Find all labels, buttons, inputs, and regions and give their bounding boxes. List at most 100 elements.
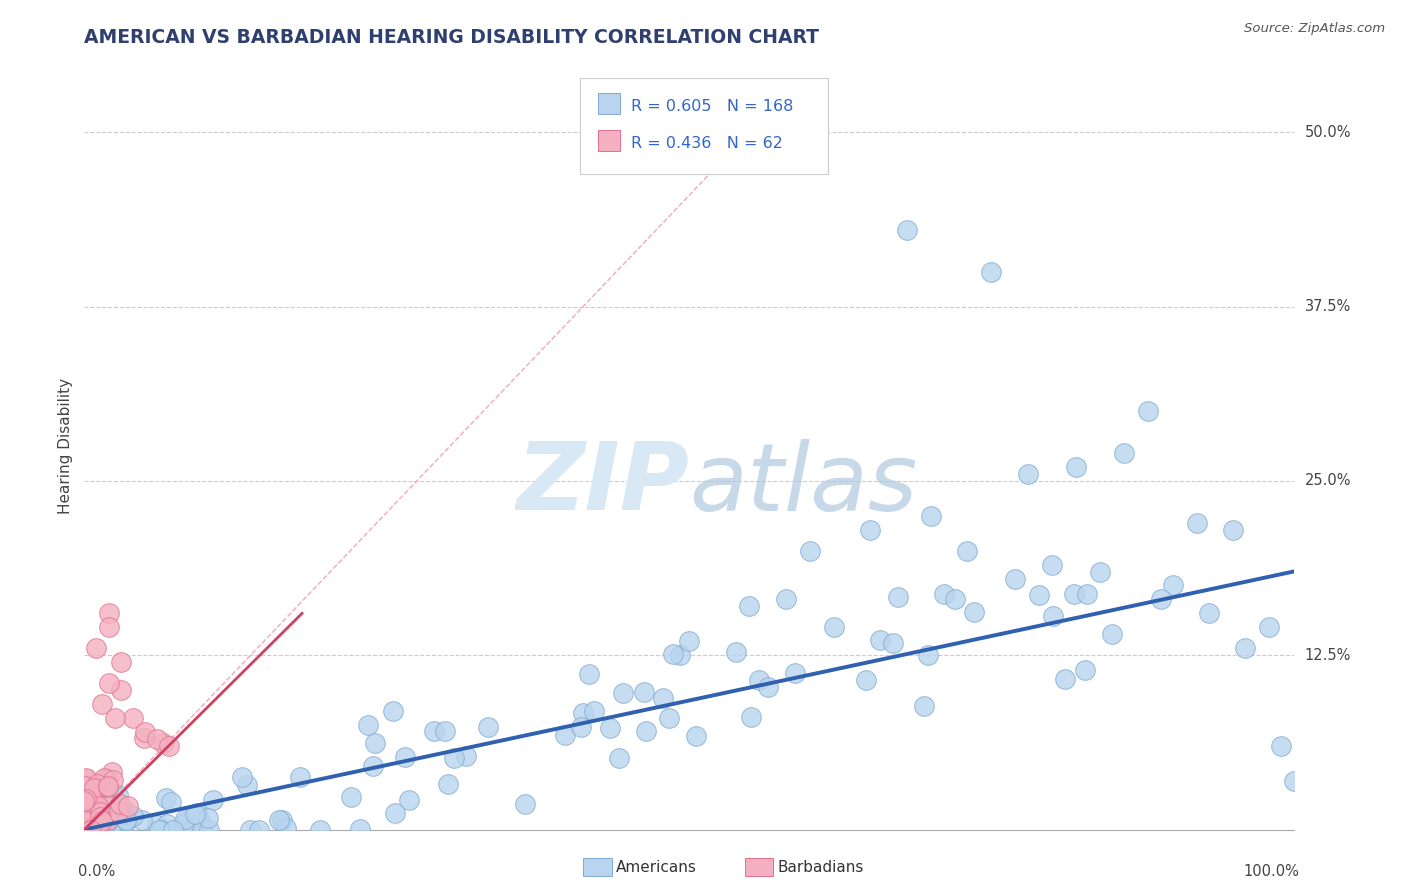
Point <box>77 805 100 820</box>
Bar <box>599 130 620 151</box>
Point <box>86 641 108 656</box>
Point <box>554 728 576 742</box>
Point <box>183 807 205 822</box>
Point <box>855 673 877 688</box>
Point <box>122 809 145 823</box>
Point <box>267 813 290 827</box>
Point <box>607 751 630 765</box>
Point <box>77 796 100 810</box>
Point <box>160 795 183 809</box>
Point <box>572 706 595 720</box>
Point <box>238 822 260 837</box>
Point <box>114 808 136 822</box>
Point <box>823 620 845 634</box>
Text: atlas: atlas <box>689 439 917 530</box>
Point <box>1198 607 1220 621</box>
Point <box>76 784 98 798</box>
Point <box>73 819 96 833</box>
Point <box>364 736 387 750</box>
Point <box>73 803 96 817</box>
Point <box>96 816 118 830</box>
Point <box>117 799 139 814</box>
Point <box>1063 587 1085 601</box>
Point <box>84 801 107 815</box>
Point <box>80 822 103 837</box>
Point <box>75 822 97 837</box>
Point <box>73 822 96 837</box>
Point <box>75 811 97 825</box>
Point <box>75 822 97 837</box>
Point <box>77 822 100 837</box>
Point <box>599 721 621 735</box>
Point <box>86 779 108 793</box>
Point <box>896 223 918 237</box>
Point <box>76 803 98 817</box>
Y-axis label: Hearing Disability: Hearing Disability <box>58 378 73 514</box>
Point <box>108 797 131 811</box>
Text: 100.0%: 100.0% <box>1244 864 1299 880</box>
Point <box>381 704 404 718</box>
Point <box>87 817 110 831</box>
Point <box>87 796 110 810</box>
FancyBboxPatch shape <box>581 78 828 174</box>
Point <box>82 821 104 835</box>
Point <box>181 821 204 835</box>
Point <box>86 816 108 830</box>
Point <box>94 772 117 786</box>
Point <box>73 822 96 837</box>
Point <box>90 822 112 837</box>
Point <box>148 822 170 837</box>
Point <box>93 807 115 822</box>
Point <box>748 673 770 687</box>
Text: 0.0%: 0.0% <box>79 864 115 880</box>
Point <box>943 592 966 607</box>
Bar <box>599 93 620 114</box>
Point <box>90 815 112 830</box>
Point <box>340 789 363 804</box>
Point <box>73 803 96 817</box>
Point <box>173 816 195 830</box>
Point <box>83 780 105 795</box>
Point <box>1076 587 1098 601</box>
Point <box>361 759 384 773</box>
Text: Americans: Americans <box>616 860 697 874</box>
Text: AMERICAN VS BARBADIAN HEARING DISABILITY CORRELATION CHART: AMERICAN VS BARBADIAN HEARING DISABILITY… <box>84 28 820 47</box>
Point <box>349 822 371 836</box>
Point <box>96 822 118 837</box>
Point <box>276 821 298 835</box>
Point <box>89 810 111 824</box>
Point <box>157 739 180 753</box>
Point <box>103 788 125 802</box>
Point <box>82 784 104 798</box>
Point <box>887 591 910 605</box>
Point <box>86 777 108 791</box>
Point <box>436 777 458 791</box>
Point <box>73 822 96 837</box>
Point <box>89 822 111 837</box>
Point <box>583 704 606 718</box>
Point <box>100 764 122 779</box>
Point <box>76 817 98 831</box>
Point <box>271 813 294 827</box>
Point <box>73 814 96 828</box>
Point <box>963 605 986 619</box>
Point <box>197 811 219 825</box>
Point <box>75 801 97 815</box>
Point <box>634 723 657 738</box>
Point <box>110 655 132 669</box>
Point <box>91 697 114 711</box>
Point <box>97 620 120 634</box>
Point <box>1185 516 1208 530</box>
Point <box>454 749 477 764</box>
Point <box>114 813 136 827</box>
Point <box>75 816 97 830</box>
Point <box>75 822 97 837</box>
Point <box>79 822 101 837</box>
Point <box>1004 572 1026 586</box>
Point <box>105 820 128 834</box>
Point <box>1149 592 1171 607</box>
Point <box>1282 773 1305 788</box>
Point <box>90 813 112 827</box>
Point <box>658 711 681 725</box>
Point <box>80 819 103 833</box>
